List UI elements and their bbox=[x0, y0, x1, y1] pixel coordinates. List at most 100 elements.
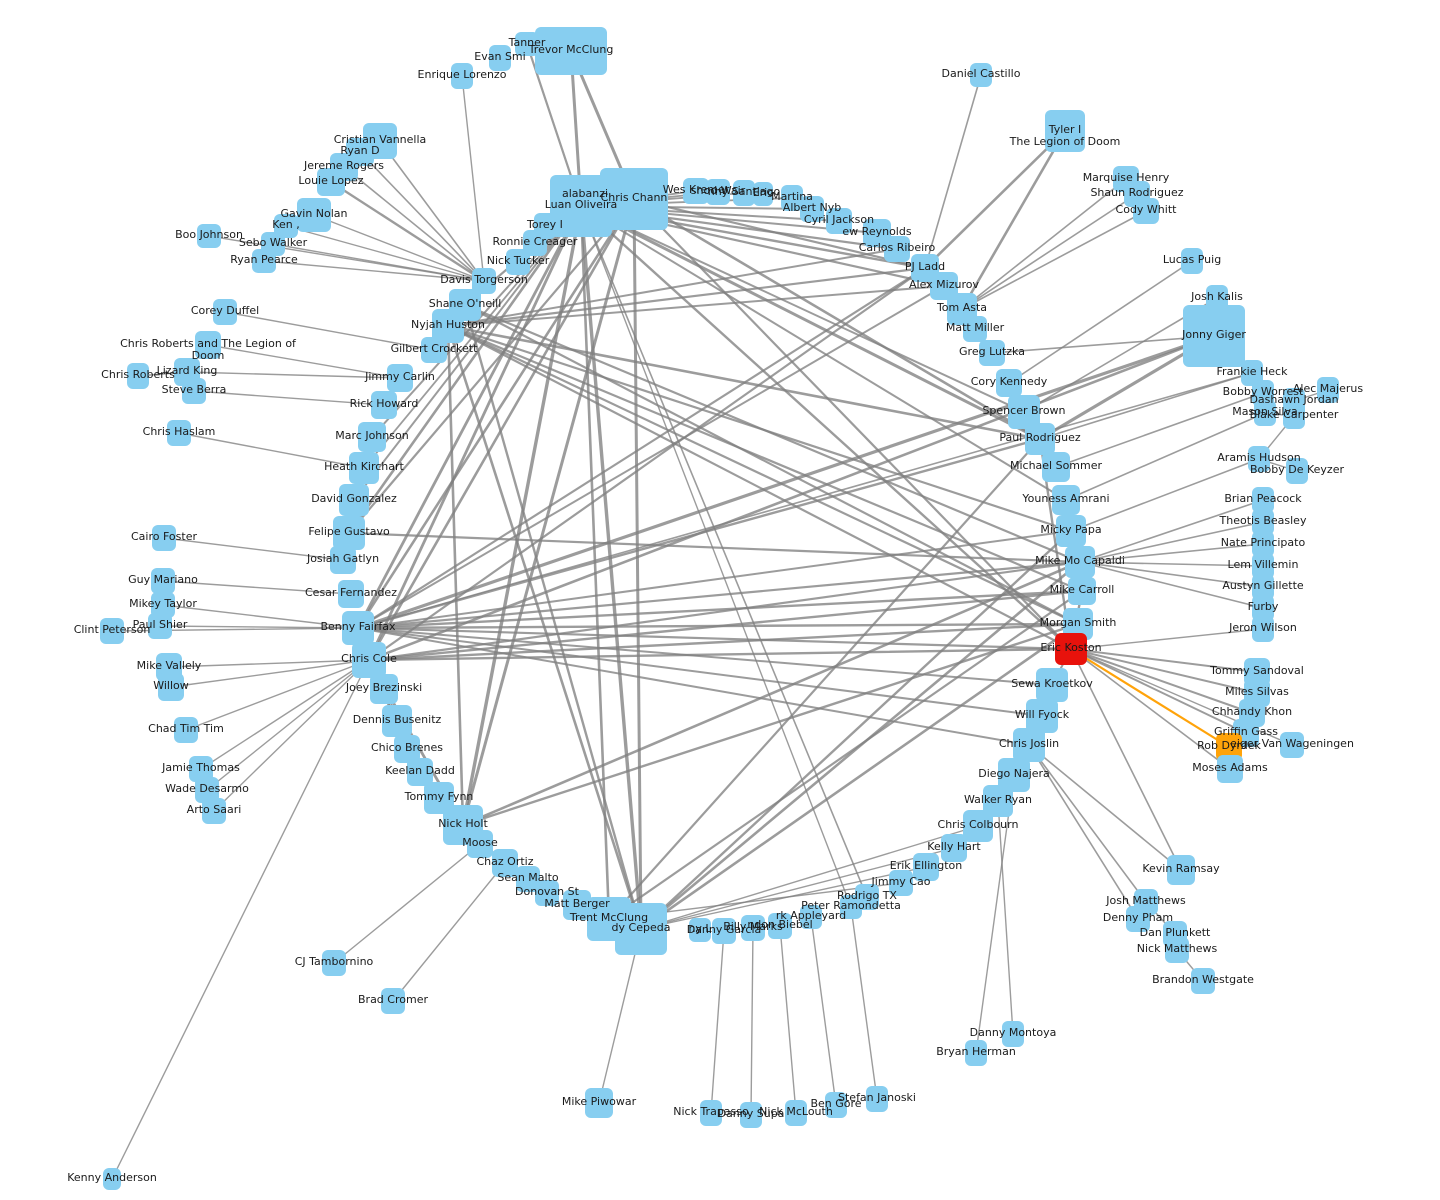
graph-node-nick-tucker[interactable] bbox=[506, 249, 530, 275]
graph-node-josiah-gatlyn[interactable] bbox=[330, 546, 356, 574]
graph-node-ben-gore[interactable] bbox=[825, 1092, 847, 1118]
graph-node-mike-piwowar[interactable] bbox=[585, 1088, 613, 1118]
graph-node-kenny-anderson[interactable] bbox=[103, 1168, 121, 1190]
graph-node-wes-kremer[interactable] bbox=[683, 178, 709, 204]
graph-node-chris-colbourn[interactable] bbox=[963, 810, 993, 842]
graph-node-carlos-ribeiro[interactable] bbox=[884, 236, 910, 262]
graph-node-stefan-janoski[interactable] bbox=[866, 1086, 888, 1112]
graph-node-moses-adams[interactable] bbox=[1217, 755, 1243, 783]
graph-node-lem-villemin[interactable] bbox=[1252, 553, 1274, 579]
graph-node-danny-supa[interactable] bbox=[740, 1102, 762, 1128]
graph-node-martina[interactable] bbox=[781, 185, 803, 211]
graph-node-nick-matthews[interactable] bbox=[1165, 937, 1189, 963]
graph-node-will-fyock[interactable] bbox=[1026, 699, 1058, 733]
graph-node-chris-haslam[interactable] bbox=[167, 420, 191, 446]
graph-node-trent-mcclung[interactable] bbox=[587, 897, 631, 941]
graph-node-nate-principato[interactable] bbox=[1252, 531, 1274, 557]
graph-node-ryan-pearce[interactable] bbox=[252, 249, 276, 273]
graph-node-tommy-fynn[interactable] bbox=[424, 782, 454, 814]
graph-node-kevin-ramsay[interactable] bbox=[1167, 855, 1195, 885]
graph-node-billy-marks[interactable] bbox=[741, 915, 765, 941]
graph-node-bryan-herman[interactable] bbox=[965, 1040, 987, 1066]
graph-node-eric-koston[interactable] bbox=[1055, 633, 1087, 665]
graph-node-tyler-legion[interactable] bbox=[1045, 110, 1085, 152]
graph-node-jimmy-carlin[interactable] bbox=[387, 364, 413, 392]
graph-node-michael-sommer[interactable] bbox=[1042, 452, 1070, 482]
graph-node-chris-roberts[interactable] bbox=[127, 363, 149, 389]
graph-node-benny-fairfax[interactable] bbox=[342, 611, 374, 645]
graph-node-chaz-ortiz[interactable] bbox=[492, 849, 518, 877]
graph-node-micky-papa[interactable] bbox=[1056, 515, 1086, 547]
graph-node-corey-duffel[interactable] bbox=[213, 299, 237, 325]
graph-node-tony-lorenzo[interactable] bbox=[689, 918, 711, 942]
graph-node-mason-silva[interactable] bbox=[1254, 400, 1276, 426]
graph-node-cairo-foster[interactable] bbox=[152, 525, 176, 551]
graph-node-chris-cole[interactable] bbox=[352, 642, 386, 678]
graph-node-paul-shier[interactable] bbox=[148, 613, 172, 639]
graph-node-youness-amrani[interactable] bbox=[1052, 485, 1080, 515]
graph-node-greg-lutzka[interactable] bbox=[979, 340, 1005, 366]
graph-node-matt-berger[interactable] bbox=[563, 890, 591, 920]
graph-node-evan-smith[interactable] bbox=[489, 45, 511, 71]
graph-node-kelly-hart[interactable] bbox=[941, 834, 967, 862]
graph-node-mark-appleyard[interactable] bbox=[800, 905, 822, 929]
graph-node-ishod-wair[interactable] bbox=[706, 179, 730, 205]
graph-node-danny-montoya[interactable] bbox=[1002, 1021, 1024, 1047]
graph-node-danny-garcia[interactable] bbox=[712, 918, 736, 944]
graph-node-jimmy-cao[interactable] bbox=[889, 870, 913, 896]
graph-node-daniel-castillo[interactable] bbox=[970, 63, 992, 87]
graph-node-paul-rodriguez[interactable] bbox=[1025, 423, 1055, 455]
graph-node-mike-mo-capaldi[interactable] bbox=[1065, 546, 1095, 578]
graph-node-kalabanzi[interactable] bbox=[570, 180, 600, 210]
graph-node-theotis-beasley[interactable] bbox=[1252, 509, 1274, 535]
graph-node-joey-brezinski[interactable] bbox=[370, 674, 398, 704]
graph-node-alec-majerus[interactable] bbox=[1317, 377, 1339, 403]
graph-node-josh-kalis[interactable] bbox=[1206, 285, 1228, 311]
graph-node-nick-mclouth[interactable] bbox=[785, 1100, 807, 1126]
graph-node-brad-cromer[interactable] bbox=[381, 988, 405, 1014]
graph-node-jonny-giger[interactable] bbox=[1183, 305, 1245, 367]
graph-node-sean-malto[interactable] bbox=[516, 866, 540, 892]
graph-node-mike-carroll[interactable] bbox=[1068, 577, 1096, 605]
graph-node-dennis-busenitz[interactable] bbox=[382, 705, 412, 737]
graph-node-cory-kennedy[interactable] bbox=[996, 369, 1022, 397]
graph-node-boo-johnson[interactable] bbox=[197, 224, 221, 248]
graph-node-eric-m[interactable] bbox=[753, 182, 773, 206]
graph-node-willow[interactable] bbox=[158, 673, 184, 701]
graph-node-peter-ramondetta[interactable] bbox=[840, 895, 862, 919]
graph-node-trevor-mcclung[interactable] bbox=[535, 27, 607, 75]
graph-node-steve-berra[interactable] bbox=[182, 378, 206, 404]
graph-node-marc-johnson[interactable] bbox=[358, 422, 386, 452]
graph-node-frankie-heck[interactable] bbox=[1241, 360, 1263, 386]
graph-node-arto-saari[interactable] bbox=[202, 798, 226, 824]
graph-node-manny-santiago[interactable] bbox=[733, 180, 755, 206]
graph-node-cody-whitt[interactable] bbox=[1133, 198, 1159, 224]
graph-node-brandon-westgate[interactable] bbox=[1191, 968, 1215, 994]
graph-node-enrique-lorenzo[interactable] bbox=[451, 63, 473, 89]
graph-node-gavin-nolan[interactable] bbox=[297, 198, 331, 232]
graph-node-guy-mariano[interactable] bbox=[151, 568, 175, 594]
graph-node-cj-tambornino[interactable] bbox=[322, 950, 346, 976]
graph-node-heath-kirchart[interactable] bbox=[349, 452, 379, 484]
graph-node-austyn-gillette[interactable] bbox=[1252, 574, 1274, 600]
graph-node-geiger-van-wageningen[interactable] bbox=[1280, 732, 1304, 758]
graph-node-bobby-worrest[interactable] bbox=[1252, 380, 1274, 406]
graph-node-aramis-hudson[interactable] bbox=[1248, 446, 1270, 472]
graph-node-blake-carpenter[interactable] bbox=[1283, 403, 1305, 429]
graph-node-louie-lopez[interactable] bbox=[317, 168, 345, 196]
graph-node-clint-peterson[interactable] bbox=[100, 618, 124, 644]
graph-node-gilbert-crockett[interactable] bbox=[421, 337, 447, 363]
graph-node-chris-roberts-legion[interactable] bbox=[195, 331, 221, 359]
graph-node-lucas-puig[interactable] bbox=[1181, 248, 1203, 274]
graph-node-albert-nyberg[interactable] bbox=[800, 196, 824, 222]
graph-node-chris-chann[interactable] bbox=[600, 168, 668, 230]
graph-node-david-gonzalez[interactable] bbox=[339, 484, 369, 516]
graph-node-cyril-jackson[interactable] bbox=[826, 208, 852, 234]
graph-node-sewa-kroetkov[interactable] bbox=[1036, 668, 1068, 702]
graph-node-tanner[interactable] bbox=[515, 32, 539, 56]
graph-node-rick-howard[interactable] bbox=[371, 391, 397, 419]
graph-node-felipe-gustavo[interactable] bbox=[333, 516, 365, 550]
graph-node-cesar-fernandez[interactable] bbox=[338, 580, 364, 608]
graph-node-chad-tim-tim[interactable] bbox=[174, 717, 198, 743]
